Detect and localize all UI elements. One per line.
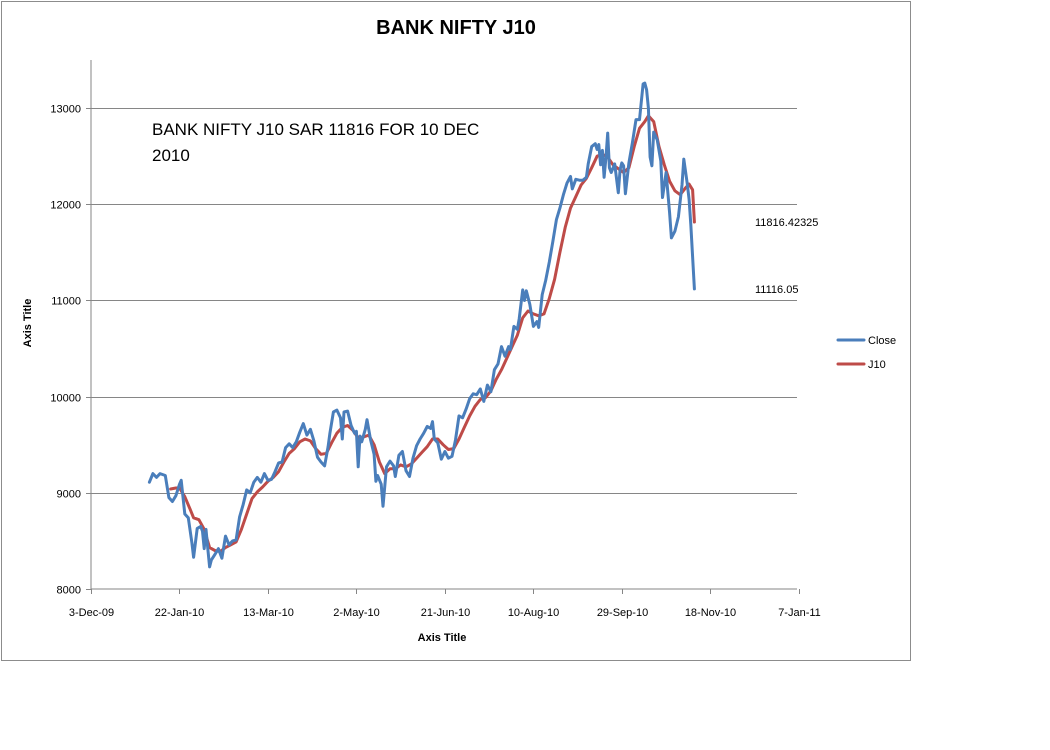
x-tick-labels: 3-Dec-09 22-Jan-10 13-Mar-10 2-May-10 21-Jun… [69,607,821,619]
x-tick-label: 21-Jun-10 [421,607,471,619]
series-line-close [147,81,696,569]
x-tick-label: 29-Sep-10 [597,607,648,619]
y-tick-labels: 8000 9000 10000 11000 12000 13000 [50,104,81,597]
x-axis-title: Axis Title [418,632,467,644]
y-tick-label-9000: 9000 [57,489,81,501]
y-axis-title: Axis Title [22,299,34,348]
y-tick-label-11000: 11000 [51,296,81,308]
legend-label-close: Close [868,335,896,347]
y-tick-label-10000: 10000 [50,393,81,405]
gridlines [86,108,800,594]
annotation-line-1: BANK NIFTY J10 SAR 11816 FOR 10 DEC [152,120,479,139]
data-label-j10: 11816.42325 [755,217,818,229]
legend: Close J10 [836,335,896,371]
data-label-close: 11116.05 [755,284,798,296]
y-tick-label-8000: 8000 [57,585,81,597]
annotation-line-2: 2010 [152,146,190,165]
chart-title: BANK NIFTY J10 [376,17,536,39]
x-tick-label: 3-Dec-09 [69,607,114,619]
legend-label-j10: J10 [868,359,886,371]
x-tick-label: 13-Mar-10 [243,607,294,619]
y-tick-label-13000: 13000 [50,104,81,116]
x-tick-label: 7-Jan-11 [778,607,821,619]
x-tick-label: 18-Nov-10 [685,607,736,619]
chart-frame [1,1,911,661]
axes [90,60,797,590]
series [147,81,696,569]
x-tick-label: 10-Aug-10 [508,607,559,619]
x-tick-label: 22-Jan-10 [155,607,205,619]
x-tick-label: 2-May-10 [333,607,379,619]
y-tick-label-12000: 12000 [50,200,81,212]
